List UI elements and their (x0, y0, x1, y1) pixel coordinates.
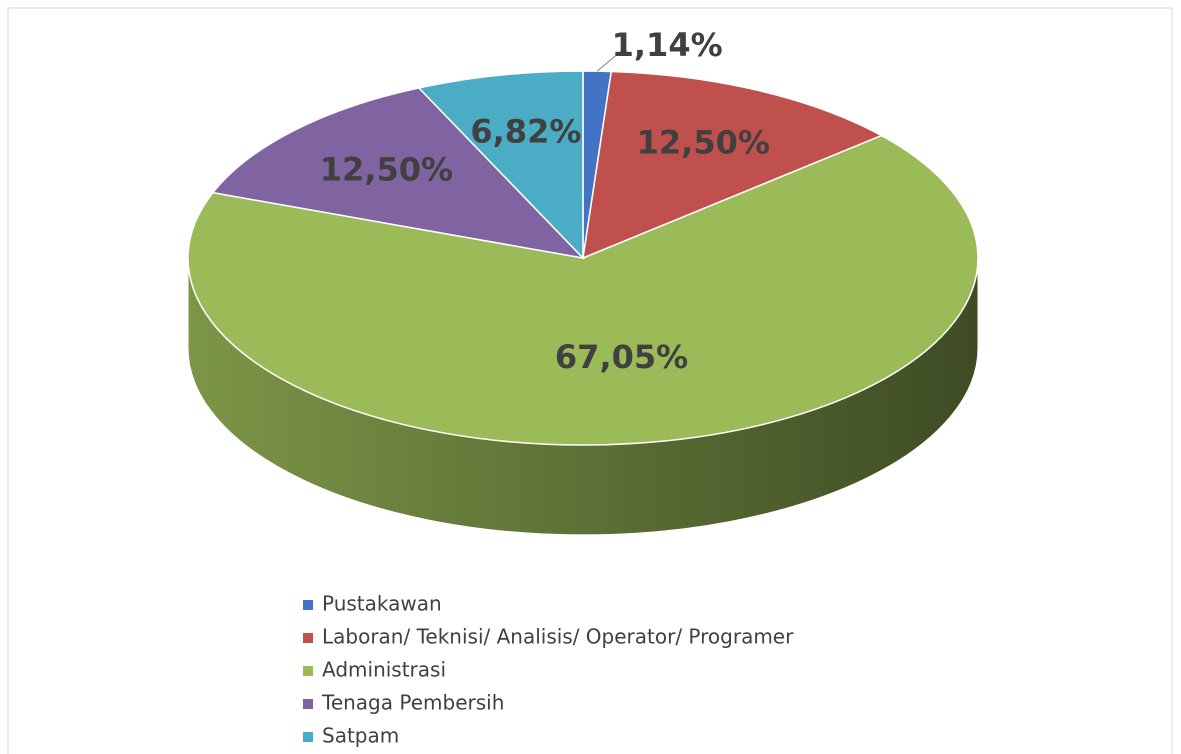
legend-swatch (303, 600, 313, 610)
data-label: 6,82% (470, 113, 581, 151)
legend-label: Laboran/ Teknisi/ Analisis/ Operator/ Pr… (322, 625, 794, 649)
legend-swatch (303, 666, 313, 676)
slice (417, 70, 584, 260)
legend-swatch (303, 633, 313, 643)
legend-label: Tenaga Pembersih (321, 691, 504, 715)
data-label: 12,50% (637, 123, 770, 161)
legend-swatch (303, 699, 313, 709)
leader-line (596, 50, 628, 72)
legend-swatch (303, 732, 313, 742)
legend-label: Satpam (322, 724, 399, 748)
data-label: 12,50% (320, 150, 453, 188)
legend-label: Pustakawan (322, 592, 442, 616)
data-label: 1,14% (612, 26, 723, 64)
data-label: 67,05% (555, 338, 688, 376)
slice (211, 87, 586, 260)
legend-label: Administrasi (322, 658, 446, 682)
slice (187, 134, 979, 446)
slice (582, 70, 884, 260)
